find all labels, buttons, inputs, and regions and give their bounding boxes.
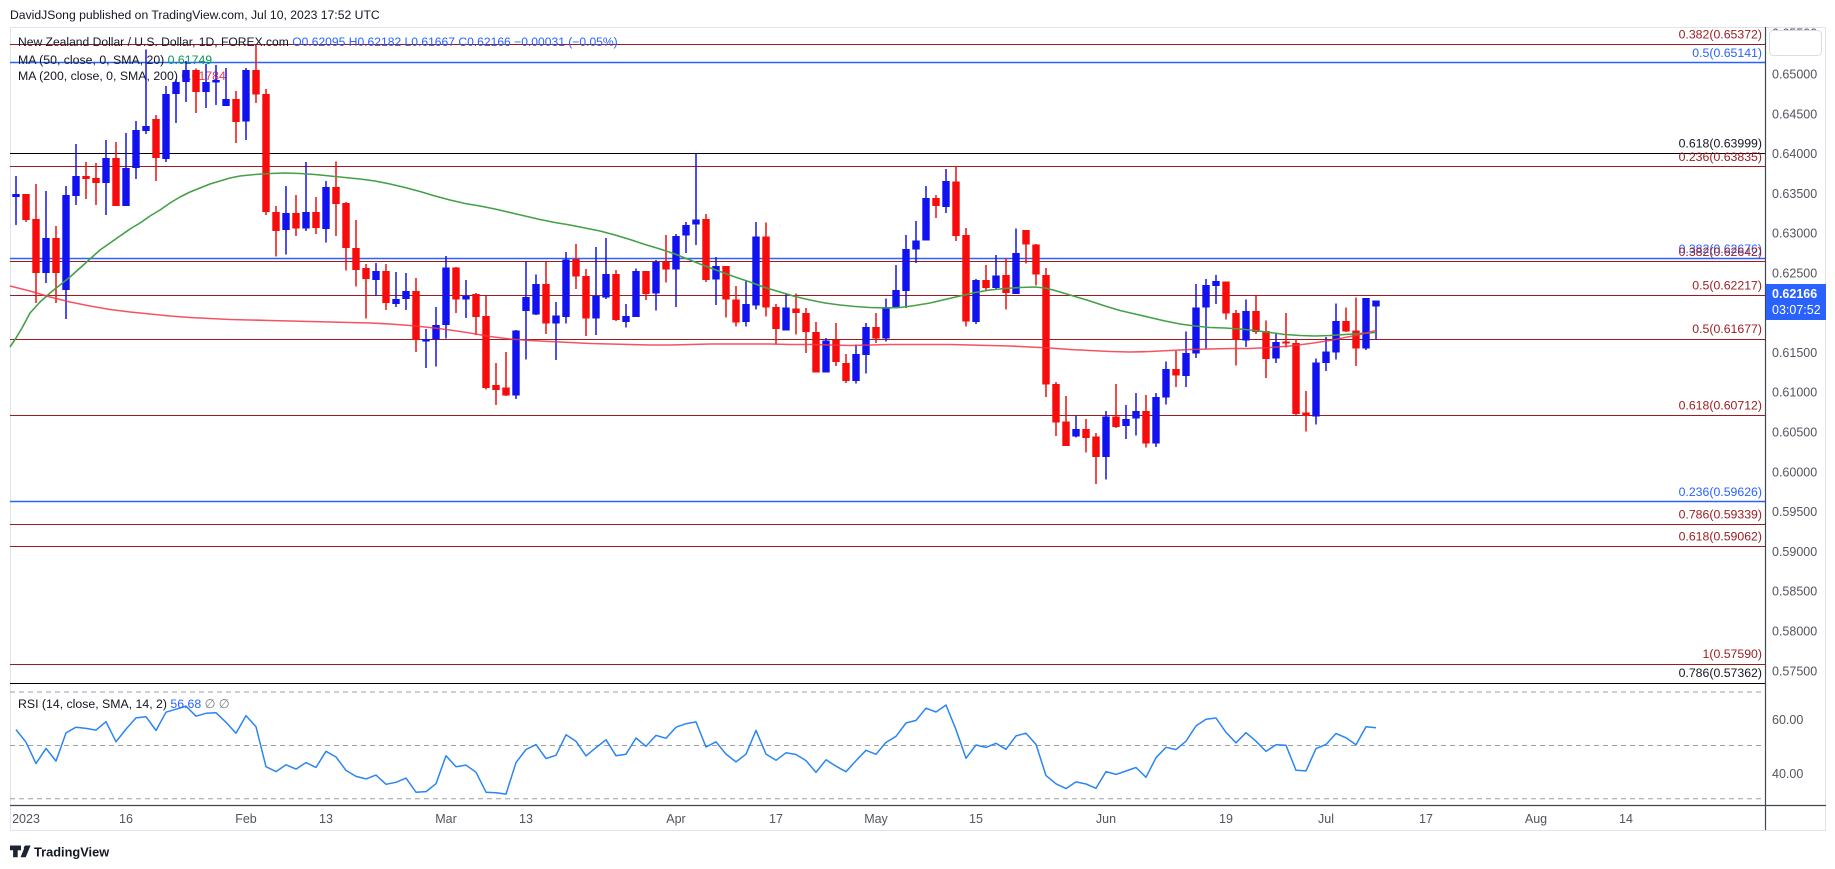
svg-text:New Zealand Dollar / U.S. Doll: New Zealand Dollar / U.S. Dollar, 1D, FO… — [18, 35, 618, 49]
svg-text:1(0.57590): 1(0.57590) — [1703, 647, 1762, 661]
svg-text:0.64500: 0.64500 — [1772, 108, 1817, 122]
svg-text:0.236(0.59626): 0.236(0.59626) — [1679, 485, 1762, 499]
svg-text:0.61500: 0.61500 — [1772, 346, 1817, 360]
svg-text:0.63500: 0.63500 — [1772, 187, 1817, 201]
svg-text:0.60000: 0.60000 — [1772, 466, 1817, 480]
svg-text:13: 13 — [519, 812, 533, 826]
svg-text:0.5(0.62217): 0.5(0.62217) — [1692, 279, 1762, 293]
svg-text:15: 15 — [969, 812, 983, 826]
svg-text:40.00: 40.00 — [1772, 767, 1803, 781]
svg-text:0.786(0.57362): 0.786(0.57362) — [1679, 666, 1762, 680]
svg-text:03:07:52: 03:07:52 — [1772, 303, 1821, 317]
svg-text:17: 17 — [1419, 812, 1433, 826]
svg-text:Jul: Jul — [1318, 812, 1334, 826]
svg-text:Aug: Aug — [1525, 812, 1547, 826]
svg-text:0.58000: 0.58000 — [1772, 625, 1817, 639]
svg-text:16: 16 — [119, 812, 133, 826]
svg-text:14: 14 — [1619, 812, 1633, 826]
svg-text:2023: 2023 — [12, 812, 40, 826]
svg-text:0.382(0.65372): 0.382(0.65372) — [1679, 27, 1762, 41]
svg-text:MA (50, close, 0, SMA, 20) 0.6: MA (50, close, 0, SMA, 20) 0.61749 — [18, 53, 212, 67]
svg-text:17: 17 — [769, 812, 783, 826]
svg-text:0.618(0.60712): 0.618(0.60712) — [1679, 399, 1762, 413]
svg-text:0.64000: 0.64000 — [1772, 147, 1817, 161]
svg-text:19: 19 — [1219, 812, 1233, 826]
svg-text:0.58500: 0.58500 — [1772, 585, 1817, 599]
svg-text:0.59500: 0.59500 — [1772, 505, 1817, 519]
svg-text:0.382(0.62642): 0.382(0.62642) — [1679, 245, 1762, 259]
svg-text:0.60500: 0.60500 — [1772, 426, 1817, 440]
svg-text:0.382(0.62676): 0.382(0.62676) — [1679, 242, 1762, 256]
svg-text:Apr: Apr — [666, 812, 685, 826]
svg-text:Feb: Feb — [235, 812, 257, 826]
svg-text:May: May — [864, 812, 888, 826]
svg-text:0.57500: 0.57500 — [1772, 665, 1817, 679]
svg-text:0.61000: 0.61000 — [1772, 386, 1817, 400]
svg-text:Mar: Mar — [435, 812, 457, 826]
svg-text:TradingView: TradingView — [34, 845, 109, 860]
svg-text:Jun: Jun — [1096, 812, 1116, 826]
svg-text:60.00: 60.00 — [1772, 713, 1803, 727]
svg-text:0.618(0.59062): 0.618(0.59062) — [1679, 530, 1762, 544]
svg-text:0.62500: 0.62500 — [1772, 267, 1817, 281]
svg-text:0.62166: 0.62166 — [1772, 287, 1817, 301]
svg-text:0.63000: 0.63000 — [1772, 227, 1817, 241]
svg-text:0.59000: 0.59000 — [1772, 545, 1817, 559]
svg-text:DavidJSong published on Tradin: DavidJSong published on TradingView.com,… — [10, 8, 380, 22]
svg-text:0.65000: 0.65000 — [1772, 68, 1817, 82]
svg-text:0.236(0.63835): 0.236(0.63835) — [1679, 150, 1762, 164]
svg-text:13: 13 — [319, 812, 333, 826]
svg-text:0.5(0.61677): 0.5(0.61677) — [1692, 322, 1762, 336]
svg-text:0.5(0.65141): 0.5(0.65141) — [1692, 46, 1762, 60]
svg-text:0.786(0.59339): 0.786(0.59339) — [1679, 508, 1762, 522]
svg-text:0.618(0.63999): 0.618(0.63999) — [1679, 137, 1762, 151]
svg-text:RSI (14, close, SMA, 14, 2) 56: RSI (14, close, SMA, 14, 2) 56.68 ∅ ∅ — [18, 697, 229, 711]
